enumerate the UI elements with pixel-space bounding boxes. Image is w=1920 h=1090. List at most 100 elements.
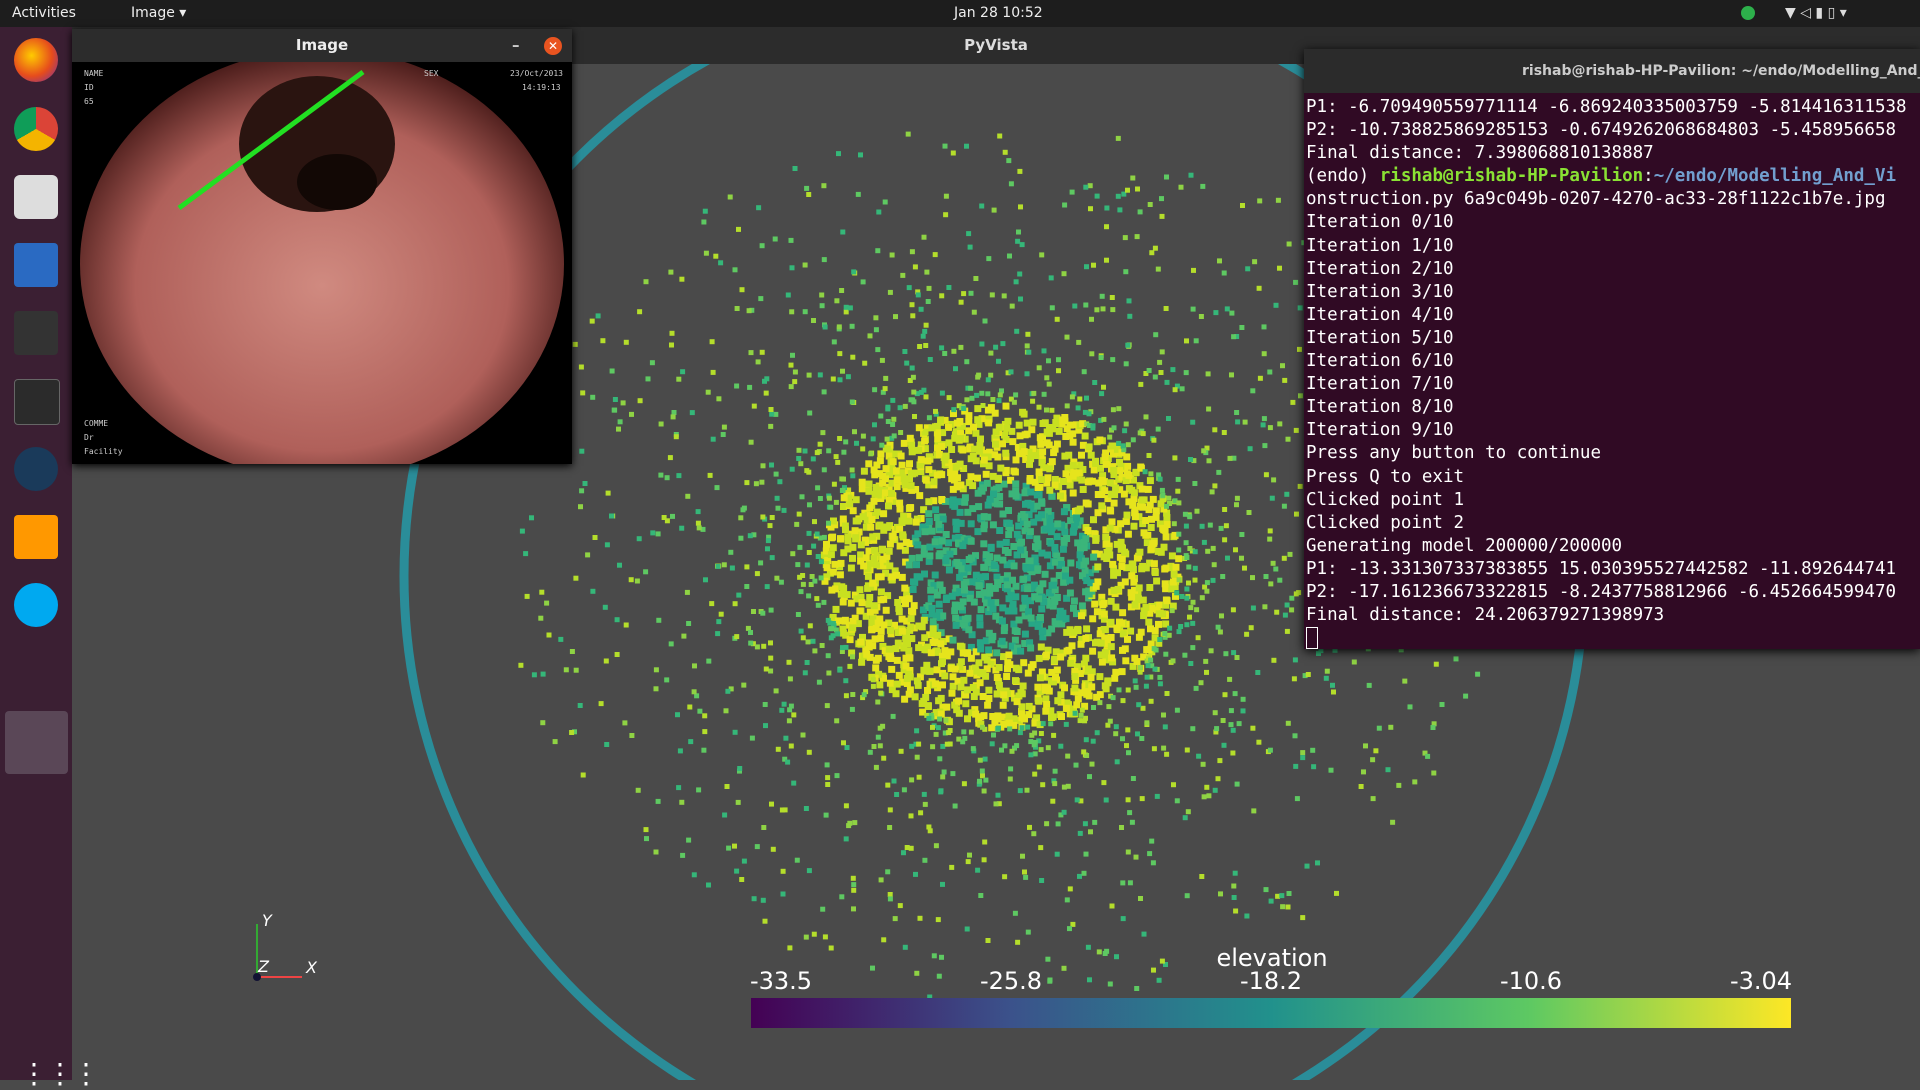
- cloud-point: [932, 680, 939, 688]
- cloud-point: [1025, 929, 1031, 935]
- cloud-point: [945, 423, 952, 431]
- cloud-point: [825, 617, 831, 623]
- cloud-point: [828, 504, 834, 510]
- cloud-point: [910, 374, 916, 380]
- cloud-point: [851, 527, 859, 535]
- cloud-point: [1005, 651, 1013, 659]
- cloud-point: [1044, 629, 1052, 637]
- activities[interactable]: Activities: [12, 5, 76, 21]
- cloud-point: [939, 612, 947, 620]
- cloud-point: [987, 660, 995, 668]
- cloud-point: [1158, 370, 1164, 375]
- cloud-point: [1072, 518, 1080, 526]
- cloud-point: [952, 803, 958, 809]
- cloud-point: [1143, 683, 1149, 689]
- cloud-point: [1160, 492, 1166, 498]
- cloud-point: [817, 496, 823, 501]
- terminal-text: Iteration 4/10: [1306, 304, 1454, 325]
- cloud-point: [862, 646, 870, 654]
- terminal-line: Final distance: 7.398068810138887: [1306, 142, 1920, 165]
- cloud-point: [996, 500, 1004, 508]
- cloud-point: [634, 578, 640, 584]
- cloud-point: [831, 481, 837, 487]
- cloud-point: [963, 649, 971, 657]
- cloud-point: [924, 457, 932, 465]
- status-icon[interactable]: [1741, 6, 1755, 20]
- cloud-point: [841, 476, 846, 482]
- cloud-point: [812, 648, 818, 654]
- cloud-point: [865, 639, 873, 647]
- skype-icon[interactable]: [14, 583, 58, 627]
- cloud-point: [1118, 555, 1126, 563]
- cloud-point: [1081, 702, 1089, 710]
- cloud-point: [989, 292, 995, 298]
- system-icons[interactable]: ▼ ◁ ▮ ▯ ▾: [1785, 5, 1847, 21]
- cloud-point: [769, 515, 775, 520]
- close-button[interactable]: ✕: [544, 37, 562, 55]
- cloud-point: [921, 791, 927, 797]
- cloud-point: [1212, 710, 1218, 716]
- files-icon[interactable]: [14, 175, 58, 219]
- cloud-point: [1222, 537, 1228, 543]
- cloud-point: [1218, 525, 1224, 531]
- cloud-point: [967, 520, 975, 528]
- cloud-point: [1305, 672, 1311, 677]
- cloud-point: [518, 662, 524, 668]
- writer-icon[interactable]: [14, 243, 58, 287]
- cloud-point: [1061, 965, 1067, 971]
- terminal-text: Iteration 5/10: [1306, 327, 1454, 348]
- cloud-point: [888, 489, 896, 497]
- active-app[interactable]: [5, 711, 68, 774]
- cloud-point: [1044, 375, 1050, 381]
- cloud-point: [921, 570, 928, 578]
- cloud-point: [1075, 405, 1081, 411]
- cloud-point: [1094, 730, 1100, 736]
- cloud-point: [605, 490, 611, 496]
- cloud-point: [758, 296, 764, 302]
- cloud-point: [1063, 425, 1071, 433]
- cloud-point: [894, 639, 902, 647]
- cloud-point: [1031, 719, 1039, 727]
- terminal-icon[interactable]: [14, 379, 60, 425]
- minimize-button[interactable]: –: [512, 36, 520, 54]
- cloud-point: [945, 566, 953, 574]
- cloud-point: [1271, 657, 1277, 663]
- chrome-icon[interactable]: [14, 107, 58, 151]
- cloud-point: [1048, 458, 1056, 466]
- cloud-point: [732, 843, 737, 849]
- cloud-point: [994, 474, 1002, 482]
- cloud-point: [898, 519, 906, 526]
- cloud-point: [909, 365, 915, 371]
- cloud-point: [1030, 505, 1038, 513]
- cloud-point: [763, 390, 769, 396]
- cloud-point: [1109, 442, 1117, 450]
- cloud-point: [862, 612, 870, 620]
- cloud-point: [885, 619, 893, 627]
- cloud-point: [999, 388, 1004, 394]
- cloud-point: [644, 836, 649, 842]
- cloud-point: [992, 428, 1000, 436]
- app-menu[interactable]: Image ▾: [131, 5, 187, 21]
- cloud-point: [695, 509, 701, 515]
- monitor-icon[interactable]: [14, 311, 58, 355]
- cloud-point: [917, 441, 925, 449]
- cloud-point: [1230, 607, 1236, 613]
- cloud-point: [893, 314, 898, 320]
- cloud-point: [1028, 752, 1034, 758]
- firefox-icon[interactable]: [14, 38, 58, 82]
- cloud-point: [949, 496, 957, 504]
- cloud-point: [1088, 206, 1093, 212]
- cloud-point: [734, 868, 740, 874]
- clock[interactable]: Jan 28 10:52: [954, 5, 1043, 21]
- cloud-point: [939, 681, 946, 689]
- cloud-point: [1136, 548, 1144, 556]
- cloud-point: [1079, 572, 1086, 580]
- cloud-point: [688, 739, 694, 745]
- cloud-point: [826, 670, 832, 676]
- cloud-point: [1146, 477, 1154, 485]
- sublime-icon[interactable]: [14, 515, 58, 559]
- cloud-point: [1048, 668, 1056, 676]
- cloud-point: [1138, 381, 1144, 387]
- steam-icon[interactable]: [14, 447, 58, 491]
- cloud-point: [1155, 639, 1163, 647]
